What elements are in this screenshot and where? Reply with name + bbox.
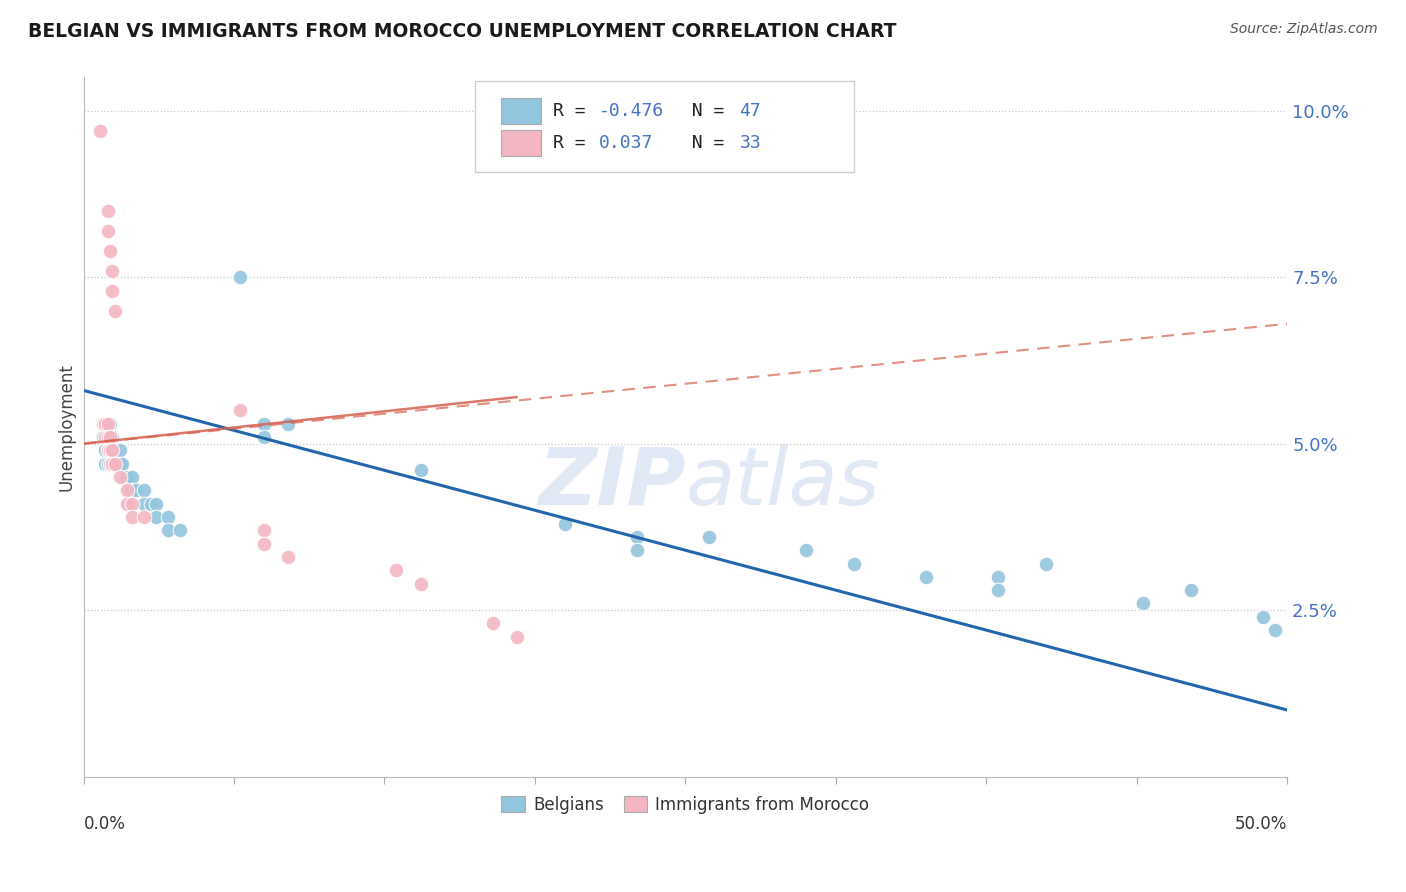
Text: ZIP: ZIP xyxy=(538,444,685,522)
Point xyxy=(987,583,1010,598)
Point xyxy=(481,616,503,631)
Point xyxy=(97,457,120,471)
Point xyxy=(98,417,121,431)
Point xyxy=(385,563,408,577)
Point xyxy=(156,523,179,537)
Point xyxy=(104,303,127,318)
Point xyxy=(115,483,138,498)
Point xyxy=(229,270,252,285)
Point xyxy=(277,417,299,431)
Point xyxy=(98,457,121,471)
Point xyxy=(115,497,138,511)
Text: 47: 47 xyxy=(740,102,761,120)
Point xyxy=(97,430,120,444)
Point xyxy=(97,203,120,218)
FancyBboxPatch shape xyxy=(501,130,541,156)
Y-axis label: Unemployment: Unemployment xyxy=(58,363,75,491)
Text: atlas: atlas xyxy=(685,444,880,522)
Legend: Belgians, Immigrants from Morocco: Belgians, Immigrants from Morocco xyxy=(495,789,876,821)
Point xyxy=(101,443,124,458)
Point xyxy=(101,263,124,277)
Point xyxy=(145,497,167,511)
Point xyxy=(101,284,124,298)
Point xyxy=(1264,623,1286,637)
Point xyxy=(98,430,121,444)
Point xyxy=(409,463,432,477)
Point xyxy=(229,403,252,417)
Text: R =: R = xyxy=(553,102,596,120)
Point xyxy=(125,483,148,498)
Point xyxy=(132,483,155,498)
Point xyxy=(121,497,143,511)
Point xyxy=(97,224,120,238)
Text: 0.037: 0.037 xyxy=(599,134,652,153)
Point xyxy=(554,516,576,531)
Point xyxy=(253,430,276,444)
Point xyxy=(101,430,124,444)
Point xyxy=(132,497,155,511)
Text: Source: ZipAtlas.com: Source: ZipAtlas.com xyxy=(1230,22,1378,37)
Point xyxy=(169,523,191,537)
Point xyxy=(253,536,276,550)
Point xyxy=(108,443,131,458)
Point xyxy=(409,576,432,591)
Point xyxy=(915,570,938,584)
Point xyxy=(115,470,138,484)
Point xyxy=(1035,557,1057,571)
Text: 33: 33 xyxy=(740,134,761,153)
Point xyxy=(97,443,120,458)
Point xyxy=(121,510,143,524)
Point xyxy=(104,443,127,458)
Point xyxy=(97,417,120,431)
Point xyxy=(97,430,120,444)
Point xyxy=(626,530,648,544)
Point xyxy=(97,417,120,431)
Point xyxy=(94,443,117,458)
FancyBboxPatch shape xyxy=(475,81,853,172)
Point xyxy=(253,523,276,537)
Point xyxy=(253,417,276,431)
Point xyxy=(121,470,143,484)
Point xyxy=(277,549,299,564)
Point xyxy=(94,457,117,471)
Point xyxy=(97,443,120,458)
Point xyxy=(145,510,167,524)
Point xyxy=(89,124,111,138)
Point xyxy=(91,417,114,431)
Point xyxy=(121,483,143,498)
Point xyxy=(98,443,121,458)
Point xyxy=(98,244,121,258)
Text: N =: N = xyxy=(669,134,735,153)
Point xyxy=(139,497,162,511)
Point xyxy=(91,430,114,444)
Point xyxy=(104,457,127,471)
Text: R =: R = xyxy=(553,134,607,153)
Point xyxy=(794,543,817,558)
Text: 0.0%: 0.0% xyxy=(83,815,125,833)
Point xyxy=(108,457,131,471)
Point xyxy=(94,417,117,431)
Text: N =: N = xyxy=(669,102,735,120)
Point xyxy=(108,470,131,484)
Point xyxy=(987,570,1010,584)
Point xyxy=(111,457,134,471)
Point xyxy=(506,630,529,644)
Point xyxy=(156,510,179,524)
Text: BELGIAN VS IMMIGRANTS FROM MOROCCO UNEMPLOYMENT CORRELATION CHART: BELGIAN VS IMMIGRANTS FROM MOROCCO UNEMP… xyxy=(28,22,897,41)
Point xyxy=(104,457,127,471)
Point xyxy=(842,557,865,571)
Point xyxy=(1251,609,1274,624)
Point xyxy=(132,510,155,524)
Point xyxy=(98,430,121,444)
Point xyxy=(1132,597,1154,611)
Point xyxy=(1180,583,1202,598)
FancyBboxPatch shape xyxy=(501,98,541,124)
Point xyxy=(626,543,648,558)
Point xyxy=(94,430,117,444)
Point xyxy=(699,530,721,544)
Point xyxy=(101,443,124,458)
Text: 50.0%: 50.0% xyxy=(1234,815,1288,833)
Point xyxy=(101,457,124,471)
Text: -0.476: -0.476 xyxy=(599,102,664,120)
